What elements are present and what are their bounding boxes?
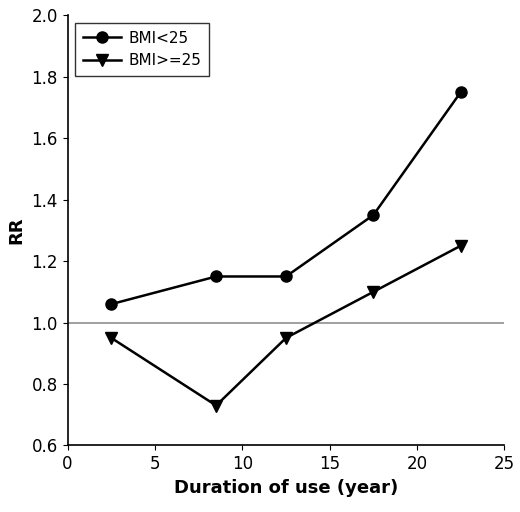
- Line: BMI>=25: BMI>=25: [106, 240, 466, 411]
- BMI<25: [283, 273, 289, 280]
- BMI>=25: [458, 243, 464, 249]
- Legend: BMI<25, BMI>=25: BMI<25, BMI>=25: [75, 23, 209, 76]
- Y-axis label: RR: RR: [8, 217, 26, 244]
- BMI<25: [108, 301, 114, 307]
- BMI<25: [213, 273, 219, 280]
- Line: BMI<25: BMI<25: [106, 87, 466, 310]
- BMI<25: [458, 89, 464, 95]
- BMI<25: [370, 212, 376, 218]
- BMI>=25: [283, 335, 289, 341]
- BMI>=25: [213, 402, 219, 409]
- BMI>=25: [108, 335, 114, 341]
- BMI>=25: [370, 289, 376, 295]
- X-axis label: Duration of use (year): Duration of use (year): [174, 479, 398, 497]
